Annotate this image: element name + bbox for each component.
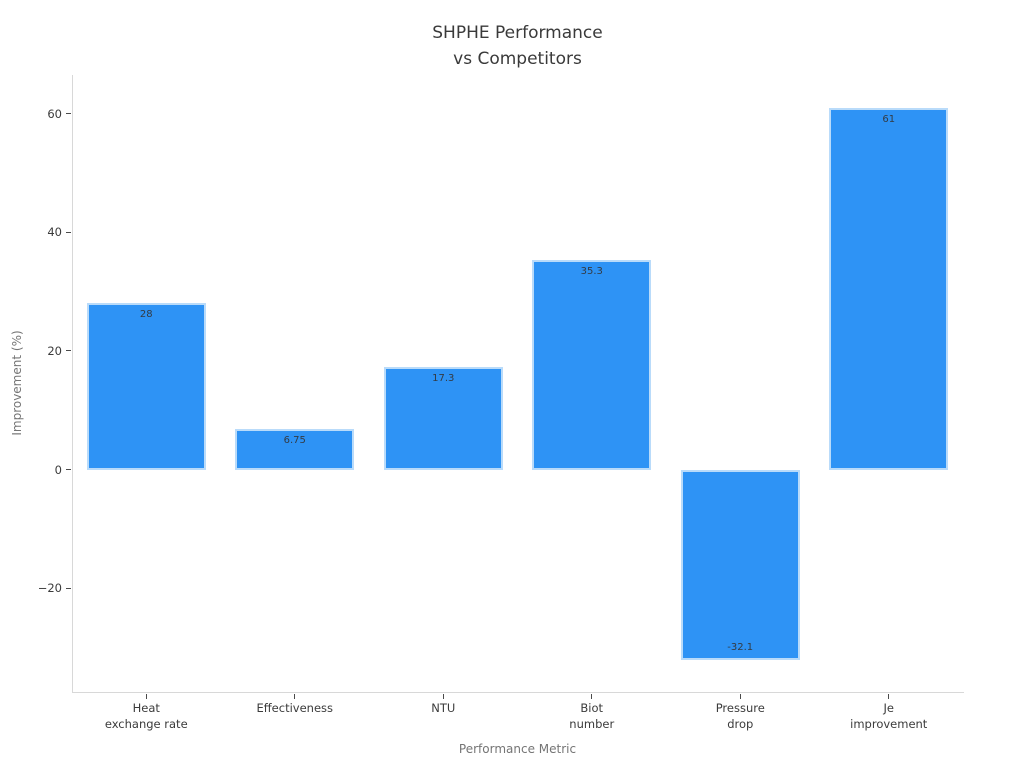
y-tick-mark	[66, 468, 71, 471]
y-tick-label: 60	[47, 106, 62, 121]
bar-value-label: 35.3	[580, 266, 603, 278]
x-tick-label: Je improvement	[850, 701, 928, 731]
x-tick-label: Biot number	[569, 701, 615, 731]
y-tick-label: 40	[47, 225, 62, 240]
y-tick-label: 20	[47, 343, 62, 358]
y-tick-label: 0	[54, 462, 62, 477]
bar-value-label: 17.3	[432, 372, 455, 384]
bar-value-label: 6.75	[283, 435, 306, 447]
x-tick-label: NTU	[431, 701, 456, 715]
plot-area	[72, 75, 964, 693]
x-tick-mark	[145, 693, 147, 699]
x-tick-label: Pressure drop	[715, 701, 765, 731]
x-tick-mark	[294, 693, 296, 699]
x-tick-label: Effectiveness	[256, 701, 334, 715]
x-tick-label: Heat exchange rate	[104, 701, 188, 731]
chart-title: SHPHE Performance vs Competitors	[432, 23, 603, 69]
bar-4	[532, 260, 652, 470]
y-tick-mark	[66, 587, 71, 589]
x-tick-mark	[888, 693, 890, 699]
y-tick-label: −20	[37, 581, 62, 596]
x-tick-mark	[591, 693, 593, 699]
x-tick-mark	[739, 693, 741, 699]
bar-value-label: 28	[139, 309, 153, 321]
x-axis-title: Performance Metric	[458, 742, 577, 756]
bar-1	[86, 303, 206, 470]
y-tick-mark	[66, 350, 71, 352]
bar-value-label: -32.1	[727, 641, 754, 653]
bar-2	[235, 429, 355, 470]
x-tick-mark	[442, 693, 444, 699]
y-tick-mark	[66, 231, 71, 233]
y-tick-mark	[66, 112, 71, 115]
bar-value-label: 61	[882, 113, 896, 125]
bar-3	[383, 366, 503, 470]
bar-6	[829, 107, 949, 470]
bar-5	[680, 469, 800, 660]
